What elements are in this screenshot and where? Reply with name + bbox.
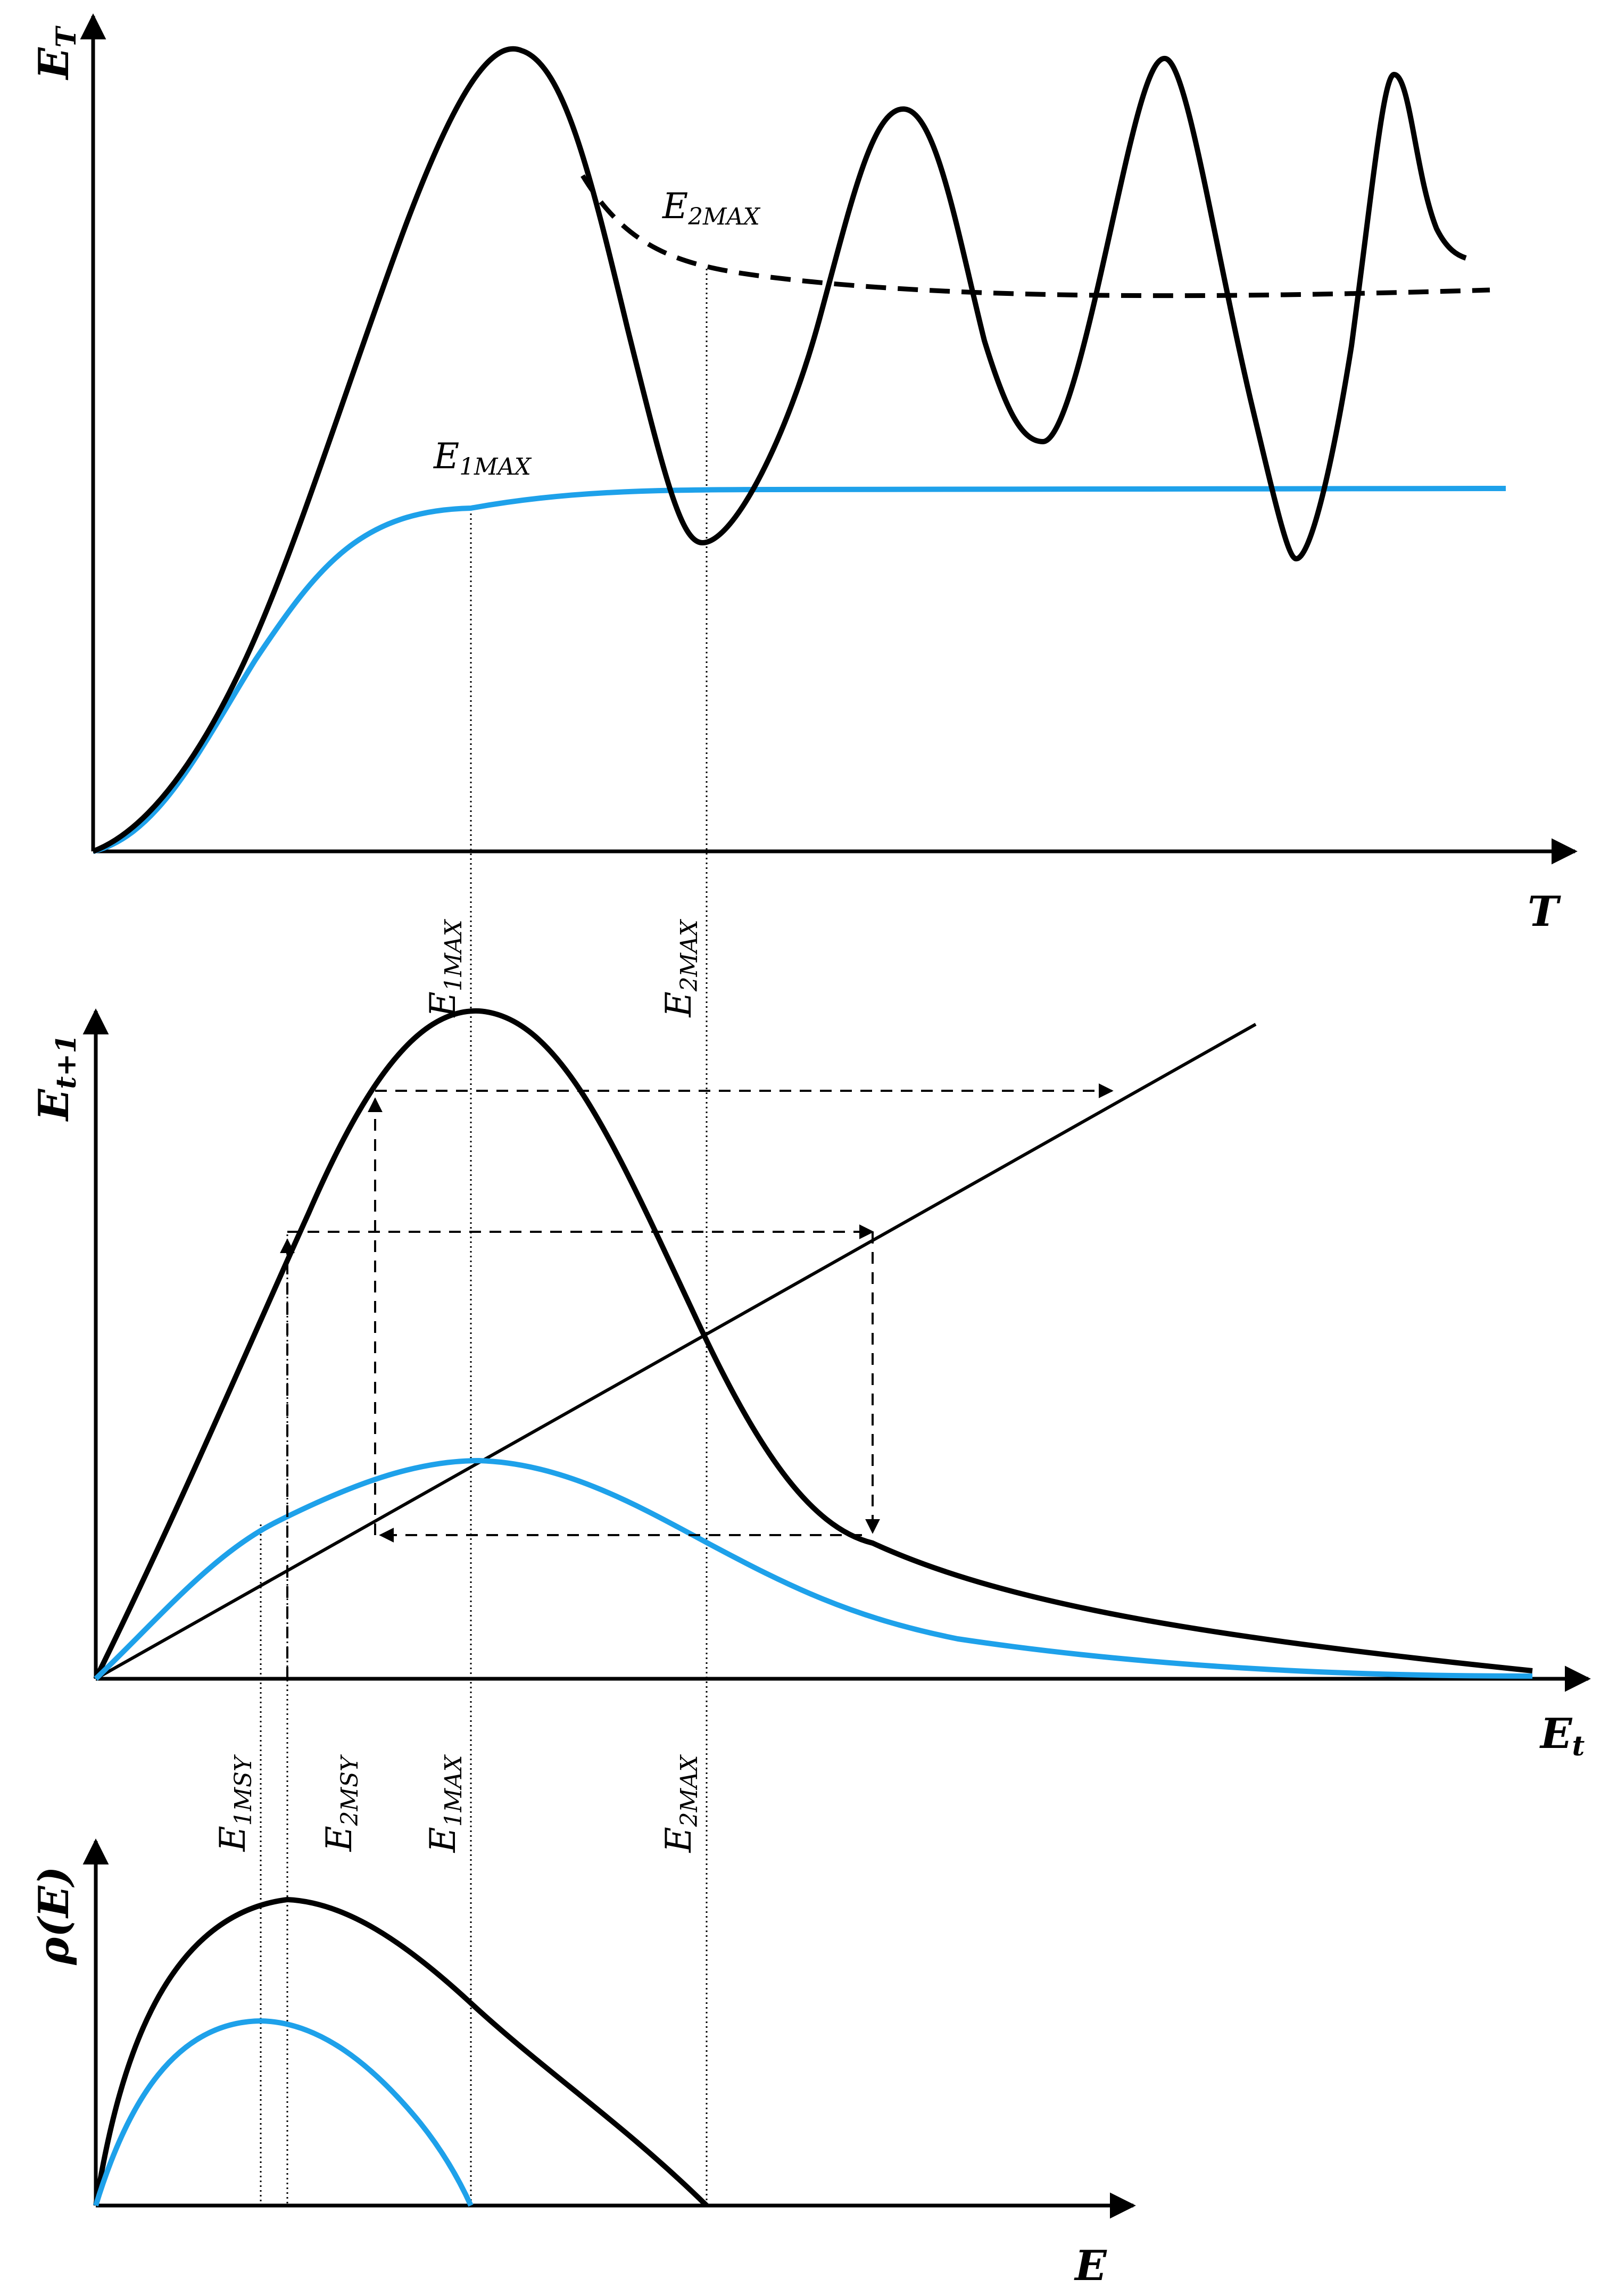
middle-panel: E1MAX E2MAX Et+1 Et — [30, 919, 1591, 1762]
middle-blue-curve — [94, 1457, 1533, 1681]
top-e1max-label: E1MAX — [433, 436, 532, 480]
top-e2max-dashed-curve — [581, 174, 1490, 299]
bottom-e1max-marker: E1MAX — [422, 1754, 467, 1853]
top-black-oscillation — [92, 46, 1467, 854]
top-e2max-label: E2MAX — [662, 186, 761, 230]
middle-diagonal-line — [95, 1023, 1257, 1680]
top-x-axis-label: T — [1528, 888, 1561, 936]
bottom-e2msy-marker: E2MSY — [319, 1754, 363, 1852]
middle-x-axis-label: Et — [1539, 1710, 1585, 1762]
bottom-e1msy-marker: E1MSY — [212, 1754, 257, 1852]
cobweb-arrows — [280, 1083, 1114, 1679]
top-y-axis-label: ET — [30, 25, 82, 80]
bottom-panel: E1MSY E2MSY E1MAX E2MAX ρ(E) E — [30, 1754, 1136, 2290]
bottom-e2max-marker: E2MAX — [658, 1754, 703, 1853]
middle-e2max-marker: E2MAX — [658, 919, 703, 1018]
bottom-black-curve — [93, 1896, 709, 2208]
guide-lines — [260, 269, 708, 2206]
bottom-y-axis-label: ρ(E) — [30, 1866, 78, 1965]
middle-black-curve — [93, 1008, 1533, 1680]
middle-e1max-marker: E1MAX — [422, 919, 467, 1018]
bottom-blue-curve — [93, 2018, 474, 2207]
bottom-x-axis-label: E — [1074, 2242, 1107, 2290]
middle-y-axis-label: Et+1 — [30, 1034, 82, 1122]
top-blue-curve — [92, 486, 1506, 854]
top-panel: ET T E2MAX E1MAX — [30, 13, 1578, 936]
